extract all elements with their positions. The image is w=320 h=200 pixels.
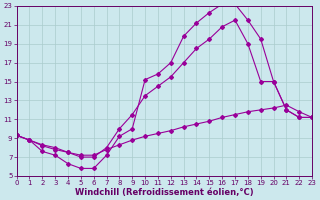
- X-axis label: Windchill (Refroidissement éolien,°C): Windchill (Refroidissement éolien,°C): [75, 188, 254, 197]
